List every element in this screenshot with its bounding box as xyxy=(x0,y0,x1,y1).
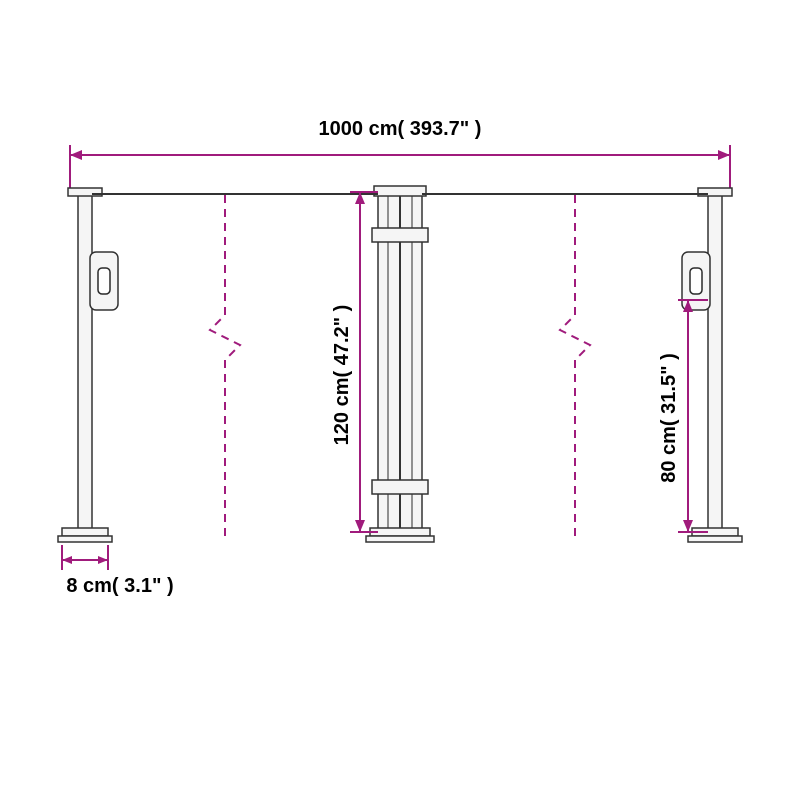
break-line-left xyxy=(210,195,240,540)
base-width-label: 8 cm( 3.1" ) xyxy=(66,575,173,597)
right-post xyxy=(682,188,742,542)
height-80-dimension: 80 cm( 31.5" ) xyxy=(658,300,708,532)
width-dimension: 1000 cm( 393.7" ) xyxy=(70,118,730,195)
break-line-right xyxy=(560,195,590,540)
dimension-diagram: 1000 cm( 393.7" ) xyxy=(0,0,800,800)
height-120-dimension: 120 cm( 47.2" ) xyxy=(331,192,378,532)
base-width-dimension: 8 cm( 3.1" ) xyxy=(62,545,174,597)
width-label: 1000 cm( 393.7" ) xyxy=(319,118,482,140)
height-80-label: 80 cm( 31.5" ) xyxy=(658,353,680,483)
height-120-label: 120 cm( 47.2" ) xyxy=(331,305,353,446)
center-cassette xyxy=(366,186,434,542)
left-post xyxy=(58,188,118,542)
